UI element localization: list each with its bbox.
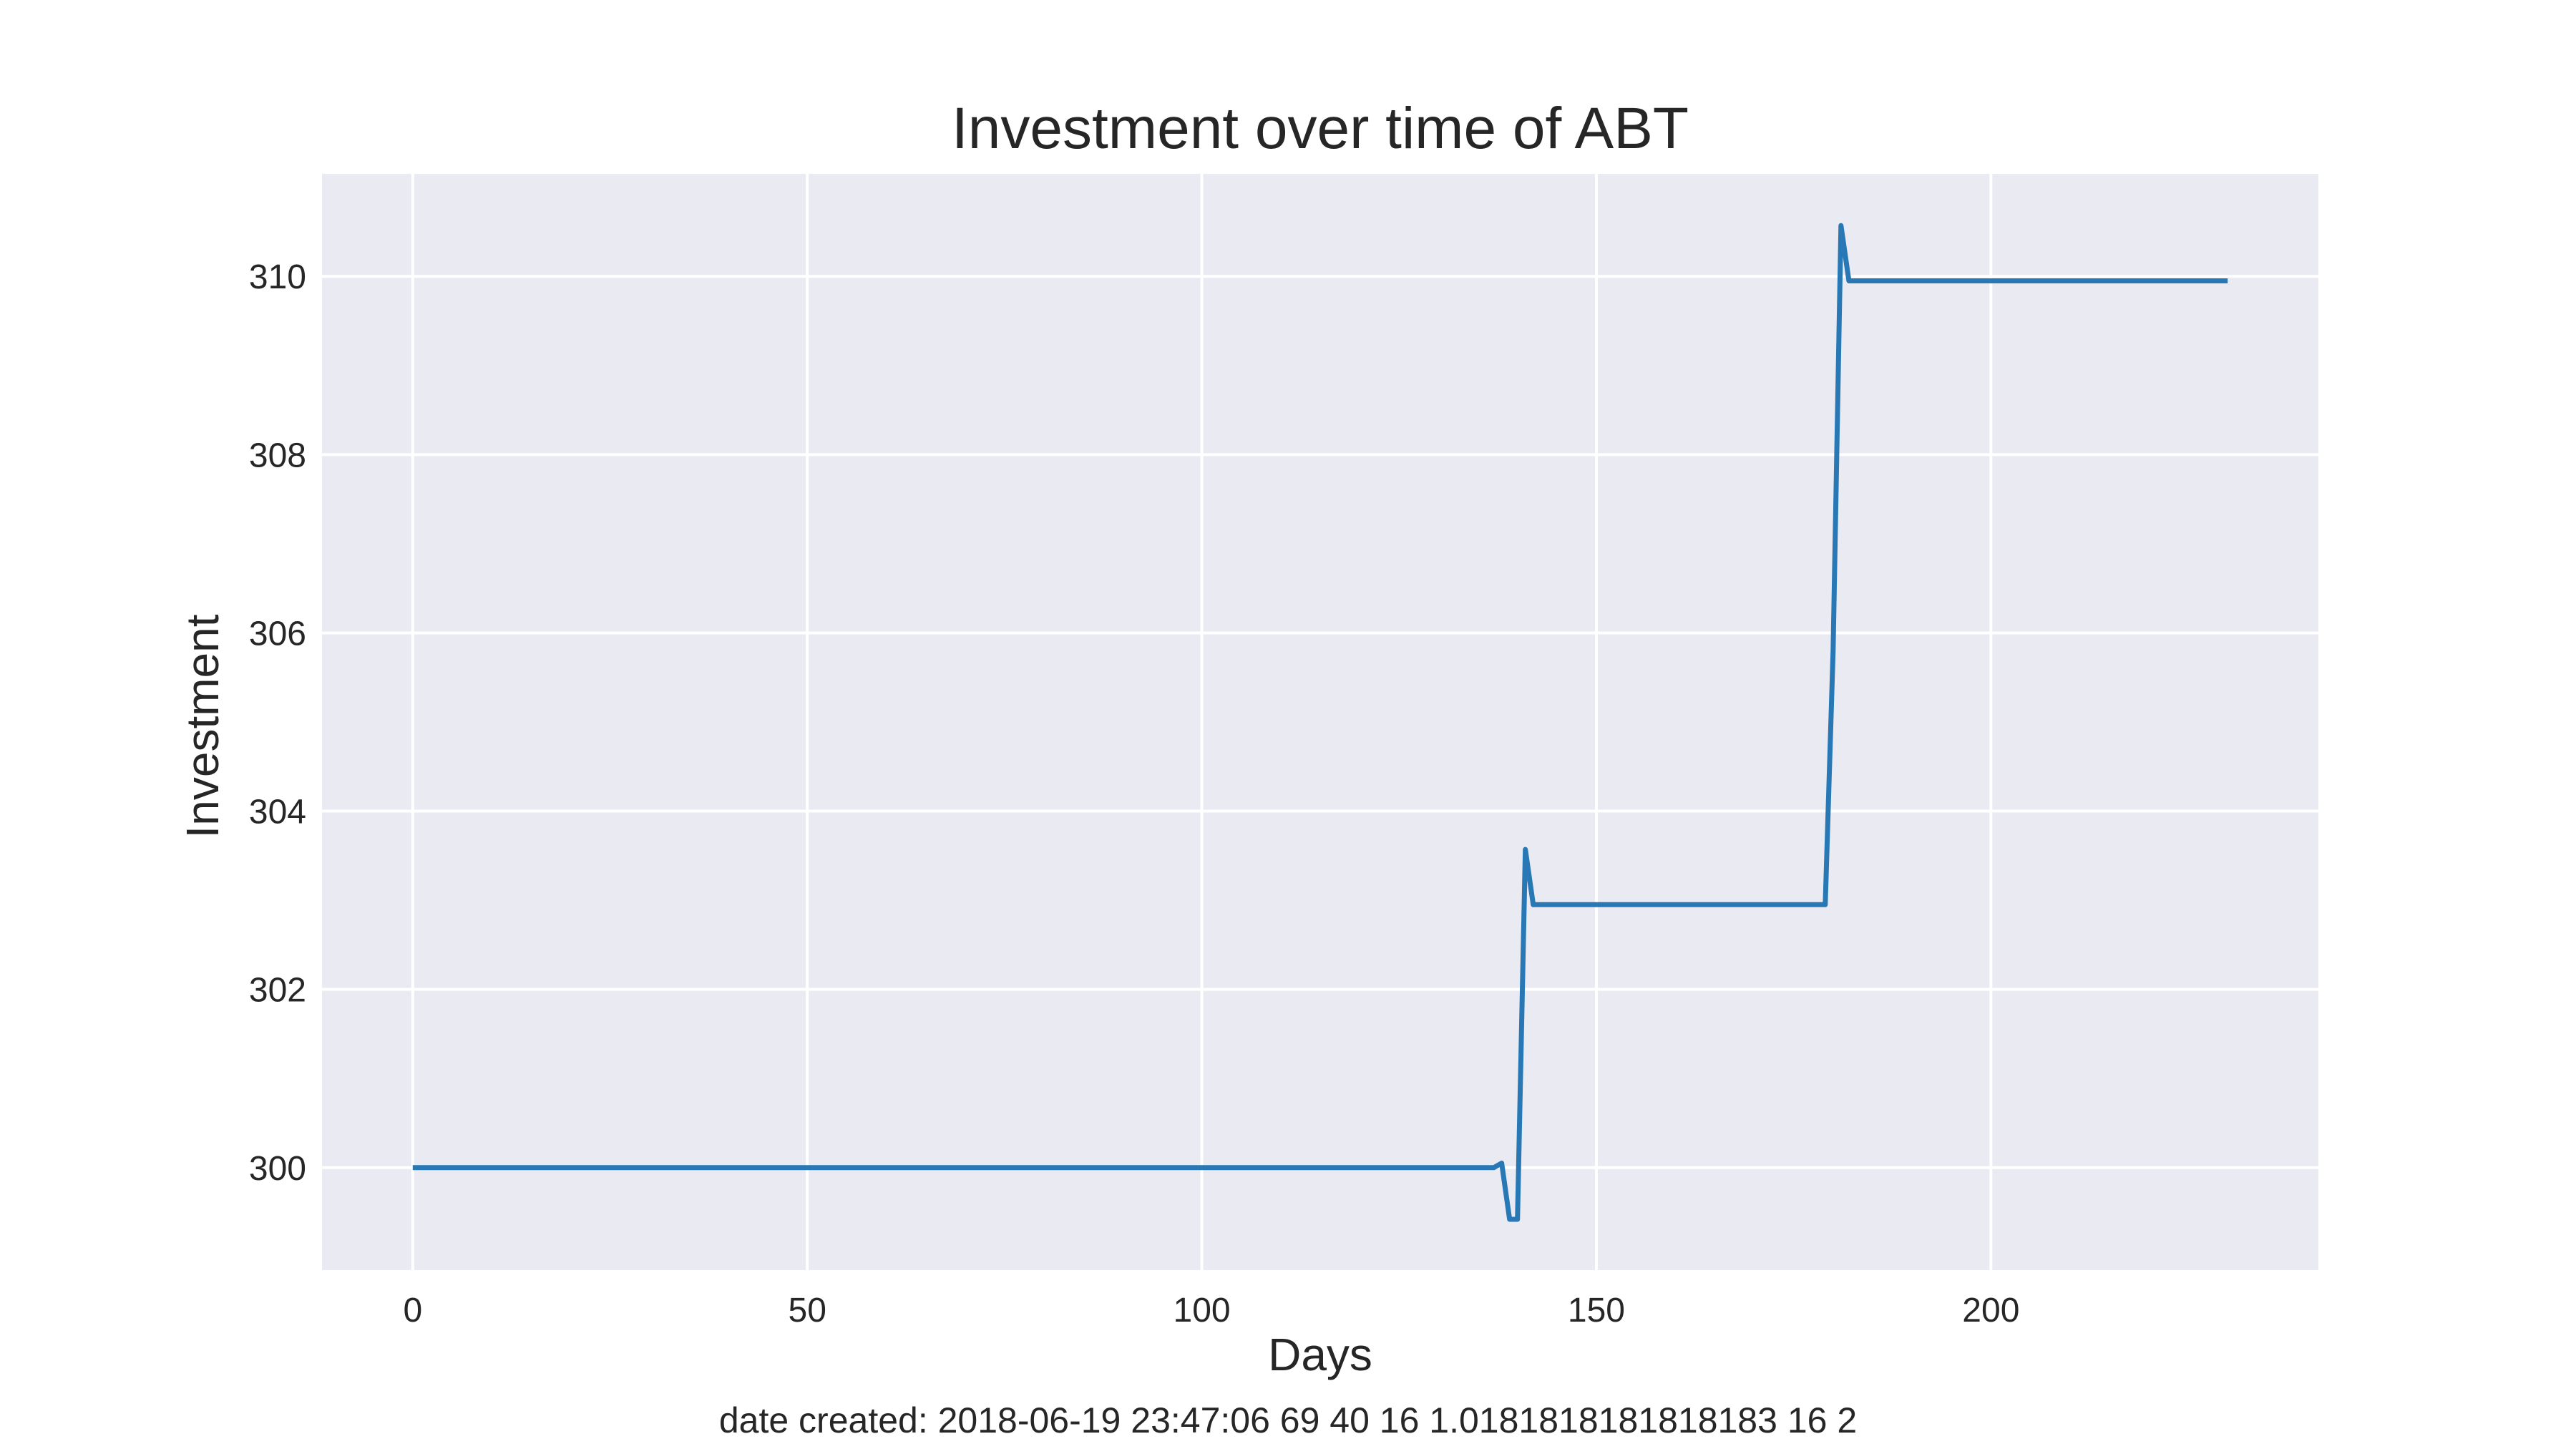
y-axis-label: Investment (177, 614, 228, 838)
y-tick-label: 310 (249, 258, 306, 296)
x-tick-label: 50 (789, 1292, 826, 1330)
x-tick-label: 200 (1962, 1292, 2019, 1330)
y-tick-label: 302 (249, 972, 306, 1010)
y-tick-label: 306 (249, 615, 306, 653)
caption: date created: 2018-06-19 23:47:06 69 40 … (719, 1400, 1857, 1440)
y-tick-labels: 300 302 304 306 308 310 (249, 258, 306, 1188)
data-lines (412, 223, 2228, 1222)
x-tick-label: 100 (1174, 1292, 1231, 1330)
chart-title: Investment over time of ABT (952, 96, 1689, 161)
plot-background (322, 174, 2318, 1270)
x-tick-label: 0 (403, 1292, 422, 1330)
y-tick-label: 308 (249, 436, 306, 474)
series-line (412, 223, 2228, 1222)
y-tick-label: 300 (249, 1150, 306, 1188)
x-axis-label: Days (1268, 1329, 1372, 1380)
x-tick-labels: 0 50 100 150 200 (403, 1292, 2019, 1330)
y-tick-label: 304 (249, 794, 306, 831)
x-tick-label: 150 (1568, 1292, 1625, 1330)
